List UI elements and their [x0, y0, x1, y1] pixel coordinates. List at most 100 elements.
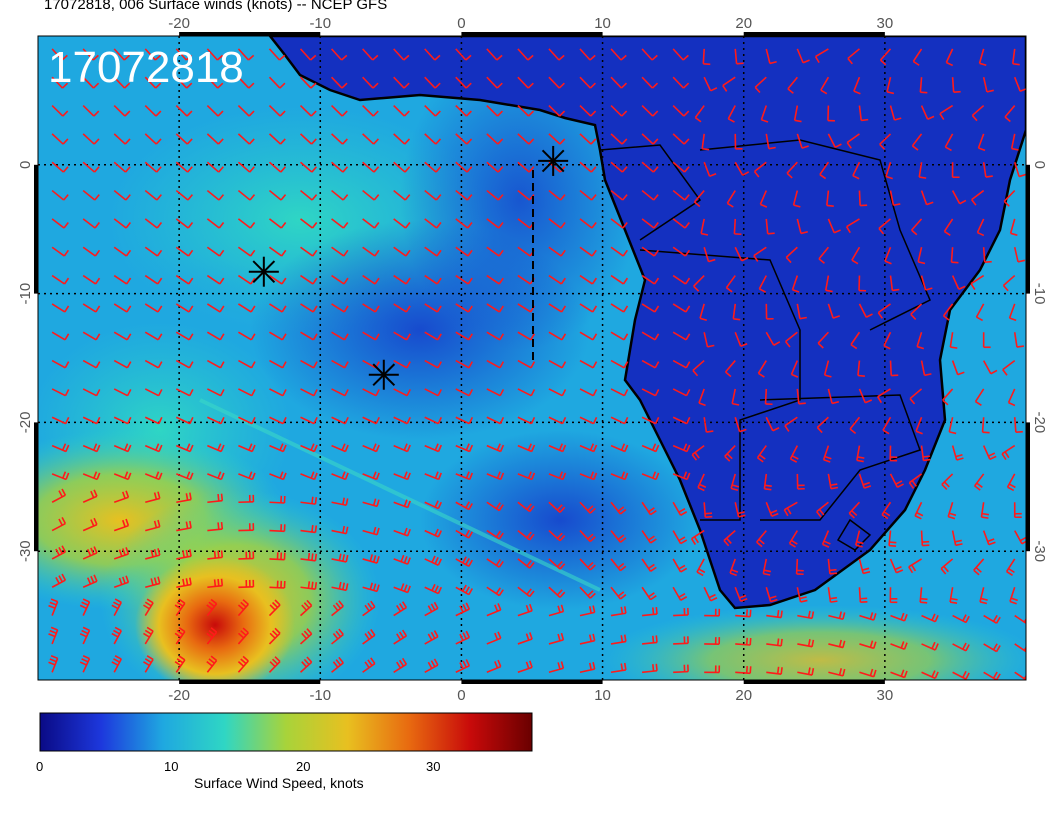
wind-barb-feather [49, 629, 57, 634]
wind-barb [486, 359, 501, 369]
wind-barb-feather [341, 110, 348, 117]
wind-barb [826, 190, 830, 206]
wind-barb [579, 104, 592, 117]
wind-barb [642, 641, 658, 645]
wind-barb [393, 104, 405, 117]
wind-barb [144, 444, 160, 453]
right-bar-segment [1026, 164, 1030, 294]
wind-barb [702, 48, 705, 64]
wind-barb-feather [753, 255, 759, 262]
wind-barb-feather [708, 258, 716, 263]
wind-barb-feather [557, 605, 561, 613]
wind-barb [144, 246, 158, 257]
wind-barb-feather [620, 606, 624, 614]
wind-barb [758, 275, 768, 290]
wind-barb-feather [824, 374, 832, 378]
wind-barb-feather [927, 115, 935, 120]
wind-barb [299, 604, 313, 617]
wind-barb-feather [50, 598, 58, 603]
wind-barb-feather [1008, 483, 1016, 489]
wind-barb [300, 444, 315, 453]
wind-barb-feather [884, 260, 892, 265]
wind-barb [331, 133, 344, 145]
wind-barb-feather [975, 566, 982, 573]
wind-barb-feather [1001, 453, 1007, 461]
wind-barb [517, 133, 530, 145]
wind-barb [641, 416, 657, 425]
wind-barb-feather [587, 533, 594, 540]
wind-barb [517, 388, 532, 397]
wind-barb-feather [303, 630, 310, 637]
wind-barb-feather [498, 589, 504, 597]
wind-barb-feather [63, 249, 70, 257]
wind-barb-feather [622, 277, 629, 285]
wind-barb-feather [648, 592, 655, 598]
wind-barb-feather [217, 443, 222, 451]
wind-barb [393, 218, 407, 229]
wind-barb-feather [654, 333, 660, 341]
wind-barb-feather [434, 110, 441, 117]
wind-barb [113, 48, 125, 61]
wind-barb [1004, 105, 1016, 118]
wind-barb-feather [335, 659, 342, 666]
wind-barb-feather [776, 638, 780, 646]
wind-barb-feather [559, 194, 566, 201]
wind-barb-feather [124, 138, 131, 145]
wind-barb [206, 359, 221, 369]
wind-barb [703, 161, 711, 177]
wind-barb-feather [61, 488, 67, 496]
wind-barb-feather [652, 635, 655, 643]
wind-barb-feather [764, 488, 772, 491]
wind-barb-feather [529, 660, 533, 668]
wind-barb [610, 246, 624, 257]
wind-barb [828, 614, 844, 621]
wind-barb [268, 189, 282, 201]
wind-barb-feather [310, 54, 317, 61]
wind-barb [486, 331, 501, 341]
wind-barb [765, 416, 774, 432]
wind-barb-feather [499, 444, 505, 452]
wind-barb-feather [589, 54, 596, 61]
wind-barb-feather [680, 511, 688, 516]
wind-barb [455, 416, 470, 425]
wind-barb [884, 246, 892, 262]
wind-barb-feather [155, 471, 160, 479]
wind-barb-feather [1003, 200, 1010, 207]
wind-barb-feather [155, 166, 162, 173]
wind-barb [331, 246, 345, 257]
wind-barb [641, 104, 654, 117]
wind-barb-feather [818, 258, 825, 264]
wind-barb [486, 133, 499, 145]
lat-tick-right: 0 [1031, 161, 1048, 169]
wind-barb [362, 161, 375, 173]
wind-barb [579, 76, 591, 89]
wind-barb-feather [437, 586, 443, 594]
wind-barb-feather [710, 87, 718, 92]
wind-barb-feather [465, 558, 470, 565]
wind-barb-feather [733, 317, 741, 321]
wind-barb [206, 133, 219, 145]
wind-barb-feather [251, 416, 256, 424]
wind-barb [144, 331, 159, 341]
lat-tick-right: -30 [1031, 540, 1048, 562]
wind-barb [268, 104, 281, 117]
wind-barb-feather [143, 632, 150, 638]
wind-barb [51, 416, 67, 425]
wind-barb [424, 48, 436, 61]
wind-barb-feather [896, 569, 904, 574]
wind-barb-feather [217, 550, 220, 558]
wind-barb-feather [462, 584, 467, 592]
wind-barb [672, 501, 682, 516]
wind-barb [610, 48, 622, 61]
wind-barb [734, 48, 738, 64]
lat-tick-left: 0 [17, 161, 34, 169]
wind-barb-feather [623, 361, 629, 369]
colorbar-tick-30: 30 [426, 759, 441, 774]
wind-barb [974, 388, 985, 402]
wind-barb-feather [956, 457, 964, 461]
wind-barb [268, 133, 282, 145]
wind-barb-feather [976, 316, 984, 322]
wind-barb-feather [250, 277, 256, 285]
wind-barb [144, 303, 159, 313]
